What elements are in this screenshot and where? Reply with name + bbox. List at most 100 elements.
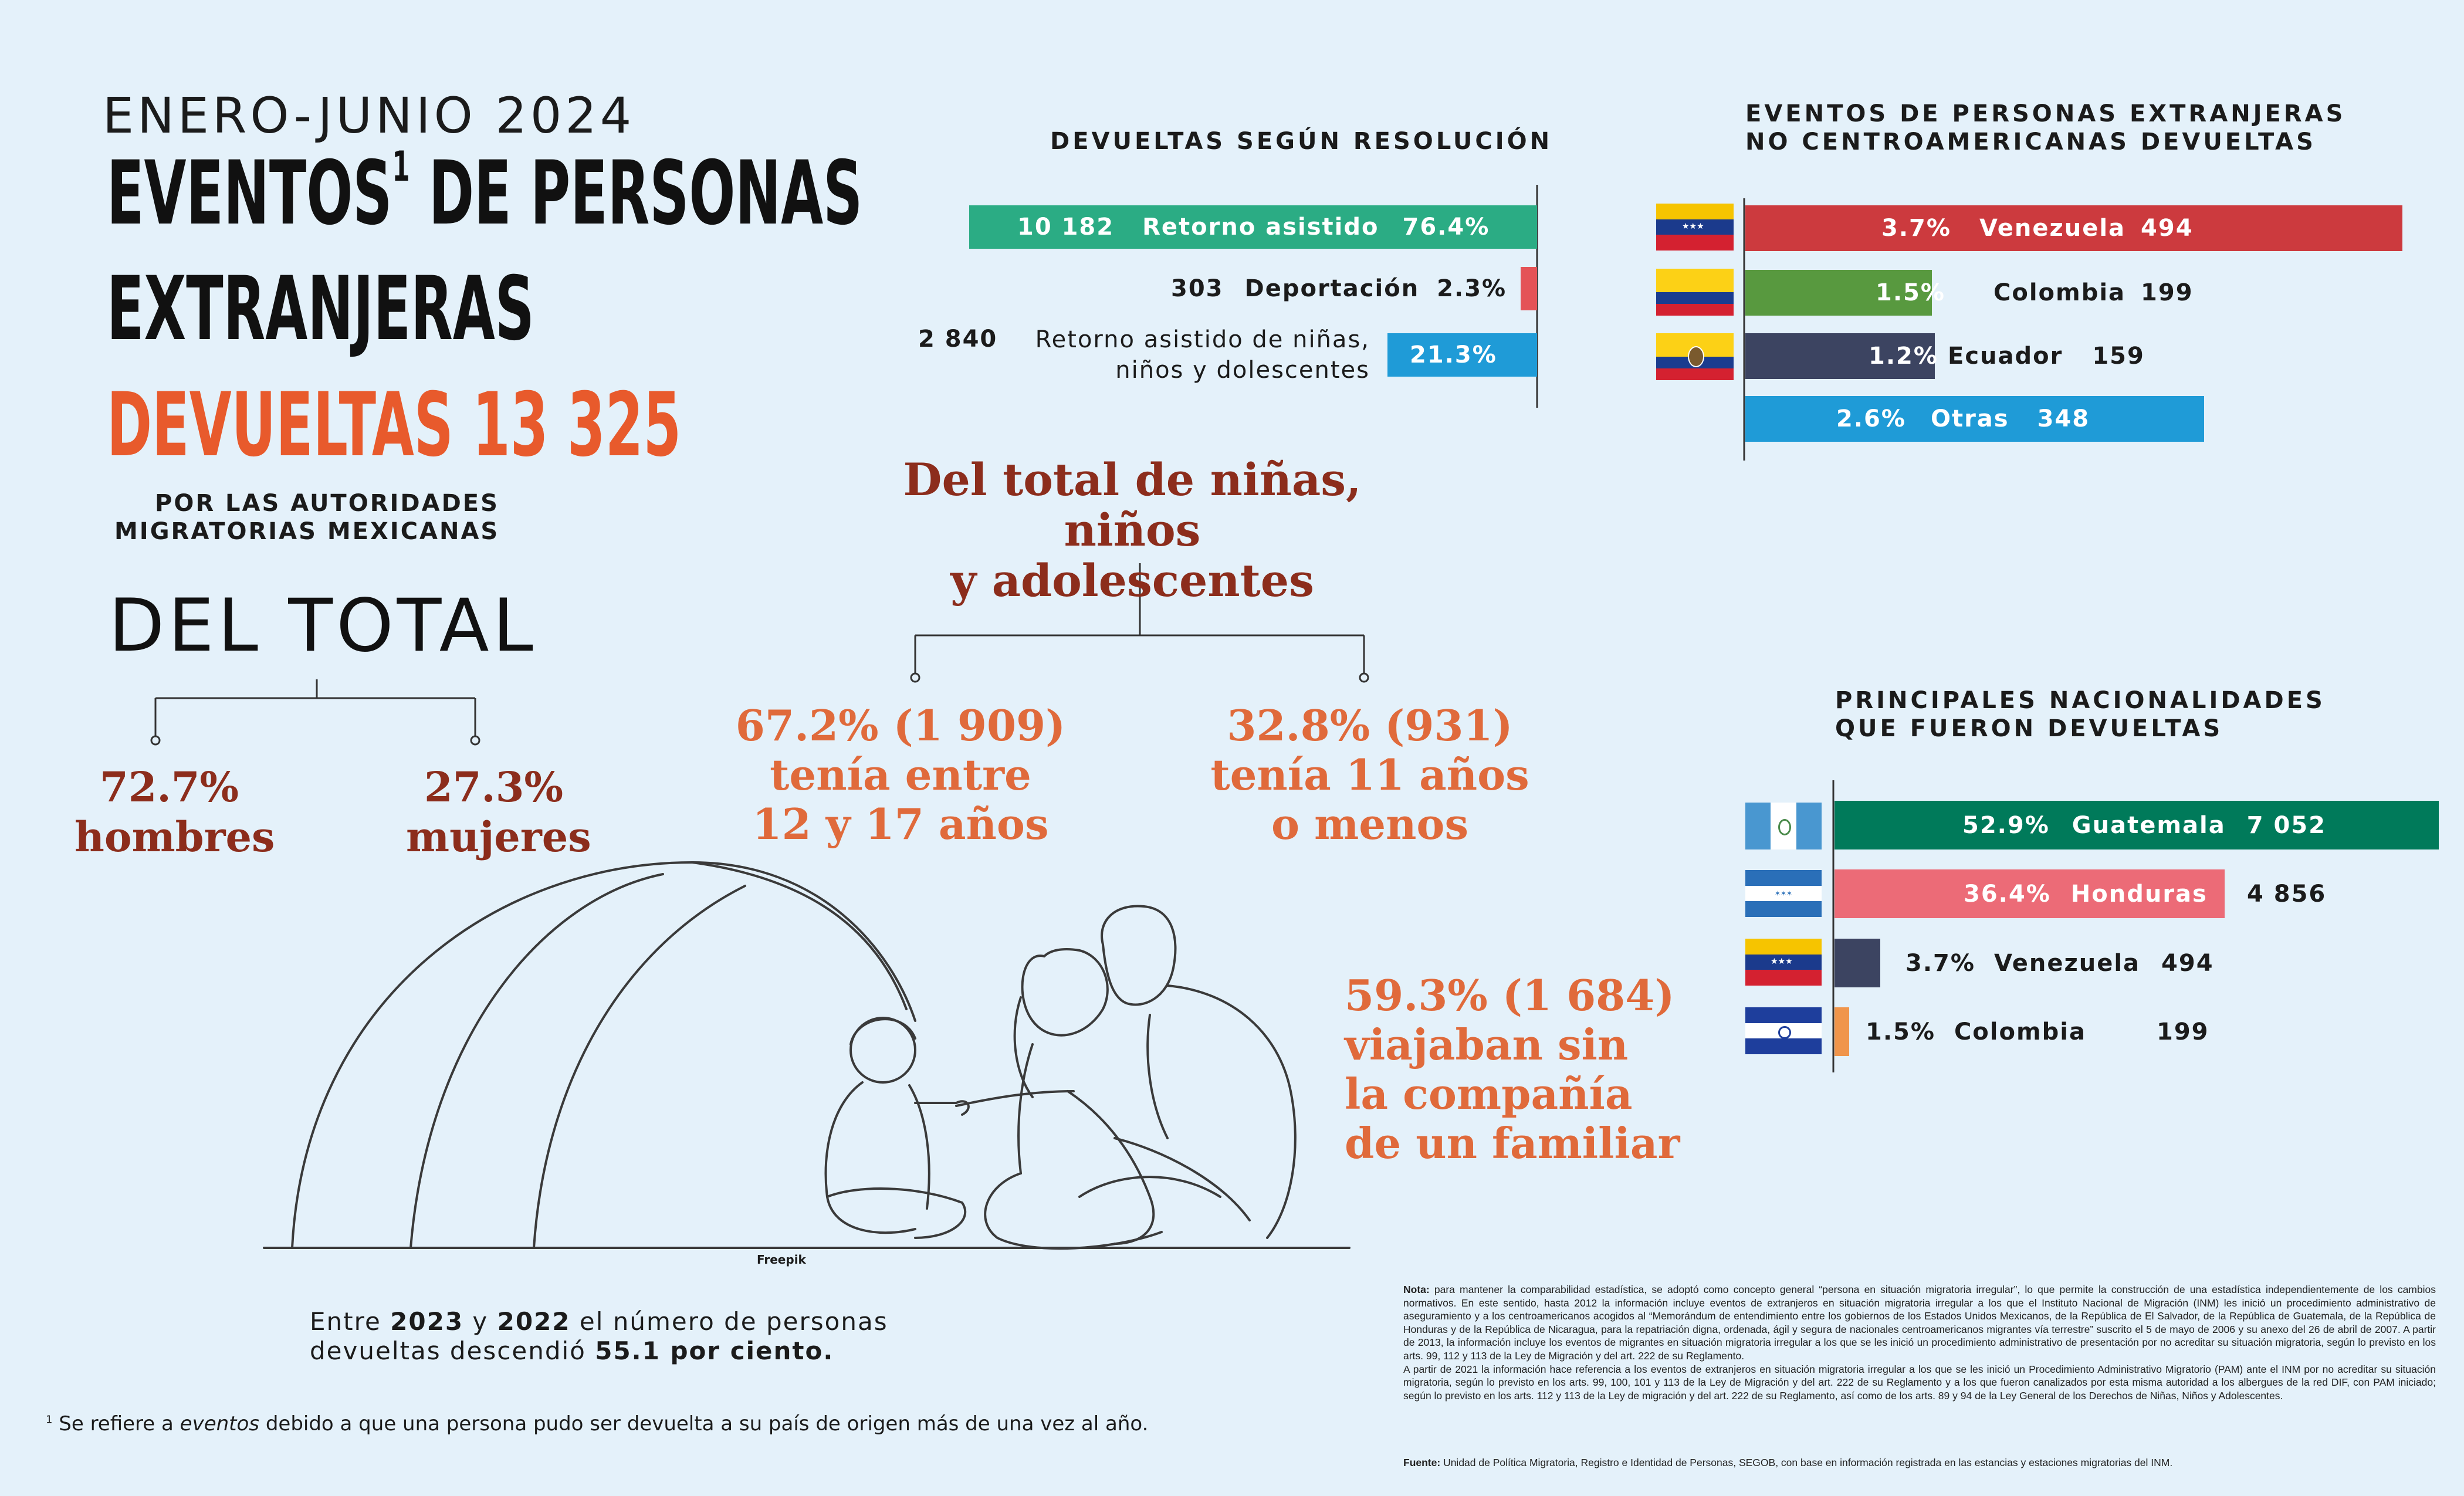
ninos-left-1: 67.2% (1 909) [735,700,1066,750]
subtitle-line1: POR LAS AUTORIDADES [155,490,499,517]
bar-nc-otras-value: 348 [2037,405,2090,432]
ninos-left-2: tenía entre [770,750,1031,800]
ninos-title-1: Del total de niñas, niños [903,453,1362,556]
bar-nc-colombia-label: Colombia [1993,279,2126,306]
subtitle-line2: MIGRATORIAS MEXICANAS [114,518,500,545]
chart-resolucion-title: DEVUELTAS SEGÚN RESOLUCIÓN [1050,128,1553,155]
chart-principales-title-1: PRINCIPALES NACIONALIDADES [1835,687,2326,714]
bar-retorno-ninos-pct: 21.3% [1410,341,1497,368]
bar-pn-guatemala-pct: 52.9% [1962,811,2050,839]
bar-retorno-ninos: 21.3% [1387,333,1537,377]
bar-nc-venezuela-pct: 3.7% [1881,215,1951,242]
ninos-title-2: y adolescentes [950,554,1314,607]
ninos-solos-4: de un familiar [1345,1118,1680,1168]
hombres-label: hombres [75,813,275,861]
ninos-title: Del total de niñas, niños y adolescentes [868,455,1396,606]
bar-pn-honduras-label: Honduras [2070,880,2208,908]
flag-honduras-icon: ✶✶✶ [1745,870,1822,917]
comparison-text: Entre 2023 y 2022 el número de personas … [310,1307,888,1366]
comparison-line1: Entre 2023 y 2022 el número de personas [310,1307,888,1336]
bar-nc-ecuador-pct: 1.2% [1869,343,1938,370]
chart-nocentro-title: EVENTOS DE PERSONAS EXTRANJERAS NO CENTR… [1745,100,2345,156]
bar-nc-otras-label: Otras [1930,405,2009,432]
bar-pn-colombia-text: 1.5% Colombia 199 [1866,1007,2209,1056]
bar-nc-colombia-pct: 1.5% [1876,279,1945,306]
main-title-line1: EVENTOS1 DE PERSONAS [107,143,863,245]
bar-nc-ecuador-label: Ecuador [1948,343,2063,370]
bar-retorno-asistido-label: Retorno asistido [1142,214,1379,241]
bar-deportacion-text: 303 Deportación 2.3% [1171,267,1507,310]
bar-nc-ecuador-text: Ecuador 159 [1948,333,2145,379]
bar-pn-colombia-value: 199 [2156,1018,2209,1045]
bar-pn-honduras-pct: 36.4% [1964,880,2051,908]
bar-nc-venezuela: 3.7% Venezuela 494 [1745,205,2402,251]
ninos-solos-1: 59.3% (1 684) [1345,970,1675,1020]
ninos-right-2: tenía 11 años [1210,750,1529,800]
bar-nc-ecuador-value: 159 [2092,343,2145,370]
mujeres-label: mujeres [406,813,591,861]
bar-nc-otras: 2.6% Otras 348 [1745,396,2204,442]
main-title-total: DEVUELTAS 13 325 [107,374,682,476]
bar-retorno-asistido-pct: 76.4% [1402,214,1490,241]
bar-pn-honduras-value: 4 856 [2247,880,2327,908]
chart-nocentro-title-1: EVENTOS DE PERSONAS EXTRANJERAS [1745,100,2346,127]
bar-nc-venezuela-label: Venezuela [1979,215,2126,242]
bar-pn-honduras-value-wrap: 4 856 [2247,869,2326,918]
del-total-title: DEL TOTAL [109,584,537,668]
bar-retorno-asistido: 10 182 Retorno asistido 76.4% [969,205,1537,249]
bar-nc-ecuador: 1.2% [1745,333,1938,379]
bar-pn-venezuela-pct: 3.7% [1905,949,1975,977]
comparison-line2: devueltas descendió 55.1 por ciento. [310,1336,834,1365]
chart-principales-title: PRINCIPALES NACIONALIDADES QUE FUERON DE… [1835,686,2326,743]
ninos-left-3: 12 y 17 años [752,799,1049,849]
footnote: 1 Se refiere a eventos debido a que una … [46,1412,1149,1436]
chart-principales-title-2: QUE FUERON DEVUELTAS [1835,715,2223,742]
bar-nc-venezuela-value: 494 [2141,215,2194,242]
bar-deportacion [1521,267,1537,310]
bar-pn-colombia-label: Colombia [1954,1018,2086,1045]
bar-pn-guatemala: 52.9% Guatemala 7 052 [1835,801,2439,849]
ninos-right-3: o menos [1271,799,1468,849]
bar-retorno-ninos-label-2: niños y dolescentes [1115,357,1370,384]
bar-nc-colombia: 1.5% [1745,270,1944,316]
bar-nc-colombia-text: Colombia 199 [1993,270,2194,316]
chart-nocentro-title-2: NO CENTROAMERICANAS DEVUELTAS [1745,128,2316,155]
bar-pn-guatemala-label: Guatemala [2072,811,2226,839]
ninos-left-stat: 67.2% (1 909) tenía entre 12 y 17 años [733,701,1068,849]
bar-deportacion-label: Deportación [1244,275,1420,302]
flag-colombia-icon [1656,269,1734,316]
bar-pn-guatemala-value: 7 052 [2246,811,2326,839]
flag-guatemala-icon [1745,803,1822,849]
bar-deportacion-value: 303 [1171,275,1224,302]
bar-retorno-ninos-label: Retorno asistido de niñas, niños y doles… [1006,324,1370,385]
illustration-credit: Freepik [757,1253,806,1267]
bar-retorno-ninos-value: 2 840 [918,326,998,353]
bar-pn-venezuela [1835,939,1880,987]
mujeres-pct: 27.3% [424,763,564,811]
main-title-line2: EXTRANJERAS [107,258,534,360]
bar-pn-venezuela-value: 494 [2161,949,2214,977]
flag-ecuador-icon [1656,333,1734,380]
flag-venezuela-icon: ★★★ [1656,204,1734,251]
ninos-right-stat: 32.8% (931) tenía 11 años o menos [1203,701,1537,849]
hombres-pct: 72.7% [100,763,239,811]
ninos-solos-2: viajaban sin [1345,1020,1629,1069]
bar-pn-honduras: 36.4% Honduras [1835,869,2225,918]
fuente-block: Fuente: Unidad de Política Migratoria, R… [1403,1457,2173,1468]
bar-pn-venezuela-text: 3.7% Venezuela 494 [1905,939,2214,987]
nota-block: Nota: para mantener la comparabilidad es… [1403,1284,2436,1402]
bar-deportacion-pct: 2.3% [1437,275,1507,302]
flag-el-salvador-icon [1745,1007,1822,1054]
period-label: ENERO-JUNIO 2024 [103,87,635,144]
bar-nc-otras-pct: 2.6% [1836,405,1906,432]
bar-retorno-ninos-label-1: Retorno asistido de niñas, [1035,326,1370,353]
bar-retorno-asistido-value: 10 182 [1017,214,1115,241]
bar-nc-colombia-value: 199 [2141,279,2194,306]
ninos-solos-stat: 59.3% (1 684) viajaban sin la compañía d… [1345,971,1680,1168]
flag-venezuela-icon-2: ★★★ [1745,939,1822,986]
bar-pn-venezuela-label: Venezuela [1993,949,2141,977]
ninos-right-1: 32.8% (931) [1227,700,1513,750]
bar-pn-colombia-pct: 1.5% [1866,1018,1935,1045]
